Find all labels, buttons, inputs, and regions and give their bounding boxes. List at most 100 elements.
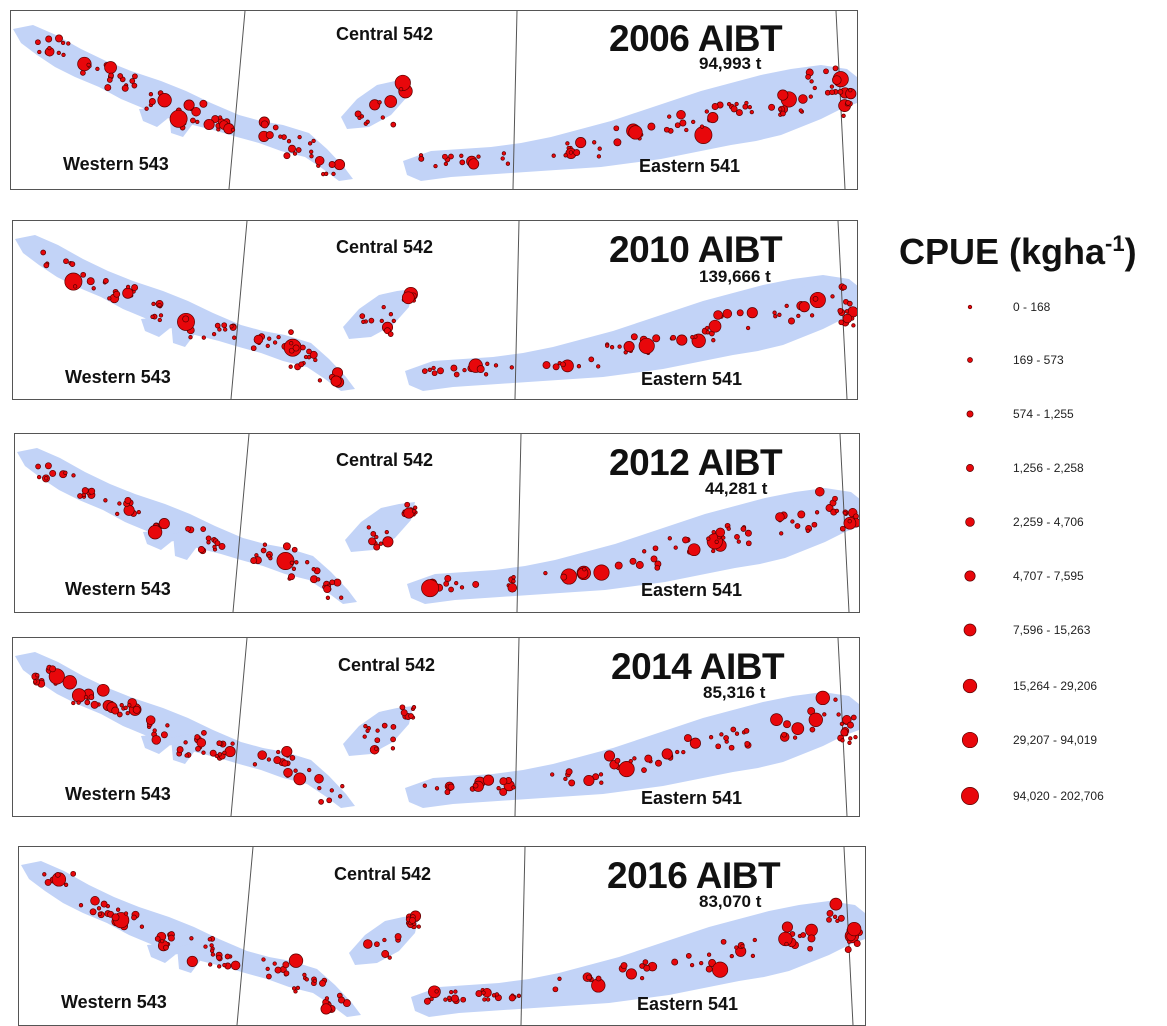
cpue-haul-dot (726, 101, 732, 107)
cpue-haul-dot (291, 546, 298, 553)
cpue-haul-dot (715, 743, 722, 750)
cpue-haul-dot (850, 714, 857, 721)
cpue-haul-dot (375, 728, 380, 733)
cpue-haul-dot (841, 113, 846, 118)
cpue-haul-dot (261, 957, 266, 962)
cpue-haul-dot (848, 88, 853, 93)
cpue-haul-dot (338, 996, 345, 1004)
cpue-haul-dot (283, 970, 290, 977)
survey-area-shape (405, 275, 857, 391)
cpue-haul-dot (366, 525, 371, 530)
cpue-haul-dot (711, 529, 716, 535)
cpue-haul-dot (124, 496, 132, 504)
cpue-haul-dot (229, 324, 234, 329)
panel-tonnes: 85,316 t (703, 683, 766, 702)
cpue-haul-dot (685, 953, 692, 959)
cpue-haul-dot (481, 990, 486, 995)
legend-dot (967, 304, 973, 310)
cpue-haul-dot (516, 993, 522, 998)
cpue-haul-dot (418, 156, 425, 162)
cpue-haul-dot (96, 906, 102, 911)
cpue-haul-dot (848, 736, 853, 741)
cpue-haul-dot (729, 953, 734, 959)
cpue-haul-dot (671, 958, 679, 966)
cpue-haul-dot (44, 462, 52, 470)
cpue-haul-dot (148, 92, 154, 97)
cpue-haul-dot (222, 750, 227, 755)
cpue-haul-dot (844, 309, 850, 314)
cpue-haul-dot (459, 585, 465, 590)
cpue-haul-dot (49, 469, 57, 477)
legend-dot (961, 787, 979, 805)
region-label-western: Western 543 (61, 992, 167, 1012)
map-canvas (17, 434, 859, 612)
cpue-haul-dot (705, 325, 710, 331)
cpue-haul-dot (728, 744, 735, 751)
cpue-haul-dot (136, 509, 141, 515)
region-label-central: Central 542 (336, 237, 434, 257)
cpue-haul-dot (403, 507, 415, 519)
area-boundary-line (835, 11, 846, 189)
cpue-haul-dot (197, 546, 205, 553)
cpue-haul-dot (807, 945, 813, 952)
cpue-haul-dot (103, 498, 108, 503)
cpue-haul-dot (311, 567, 316, 572)
region-label-western: Western 543 (63, 154, 169, 174)
cpue-haul-dot (203, 944, 208, 949)
cpue-haul-dot (699, 124, 705, 129)
cpue-haul-dot (288, 144, 296, 153)
cpue-haul-dot (453, 371, 460, 378)
cpue-haul-dot (374, 746, 379, 751)
area-boundary-line (236, 847, 254, 1025)
cpue-haul-dot (323, 585, 332, 594)
cpue-haul-dot (329, 579, 336, 586)
cpue-haul-dot (404, 501, 411, 508)
cpue-haul-dot (667, 114, 672, 119)
cpue-haul-dot (289, 560, 295, 565)
cpue-haul-dot (117, 501, 122, 506)
cpue-haul-dot (115, 511, 120, 517)
cpue-haul-dot (104, 61, 117, 74)
cpue-haul-dot (252, 762, 258, 767)
cpue-haul-dot (295, 147, 302, 153)
cpue-haul-dot (167, 934, 175, 942)
cpue-haul-dot (44, 878, 52, 886)
cpue-haul-dot (811, 521, 818, 528)
cpue-haul-dot (230, 960, 241, 971)
cpue-haul-dot (647, 122, 656, 131)
cpue-haul-dot (300, 344, 306, 351)
cpue-haul-dot (837, 89, 844, 95)
cpue-haul-dot (744, 740, 751, 747)
area-boundary-line (228, 11, 246, 189)
cpue-haul-dot (714, 539, 719, 544)
cpue-haul-dot (55, 34, 63, 43)
cpue-haul-dot (207, 937, 212, 942)
cpue-haul-dot (111, 913, 120, 922)
cpue-haul-dot (203, 118, 215, 131)
cpue-haul-dot (511, 575, 516, 580)
cpue-haul-dot (89, 908, 97, 916)
map-canvas (15, 221, 857, 399)
cpue-haul-dot (48, 668, 65, 685)
cpue-haul-dot (442, 153, 448, 160)
cpue-haul-dot (408, 713, 414, 719)
cpue-haul-dot (250, 557, 258, 565)
cpue-haul-dot (501, 151, 507, 156)
survey-area-shape (141, 317, 169, 337)
cpue-haul-dot (221, 322, 228, 329)
cpue-haul-dot (159, 938, 165, 944)
cpue-haul-dot (575, 137, 587, 149)
cpue-haul-dot (224, 953, 231, 960)
region-label-eastern: Eastern 541 (641, 788, 743, 808)
survey-area-shape (345, 502, 415, 552)
cpue-haul-dot (605, 343, 610, 348)
cpue-haul-dot (185, 525, 191, 532)
cpue-haul-dot (165, 723, 170, 728)
cpue-haul-dot (628, 125, 643, 140)
legend-dot (962, 678, 978, 694)
cpue-haul-dot (208, 962, 213, 967)
cpue-haul-dot (80, 271, 87, 278)
cpue-haul-dot (839, 525, 846, 532)
cpue-haul-dot (815, 690, 830, 706)
cpue-haul-dot (314, 155, 325, 166)
